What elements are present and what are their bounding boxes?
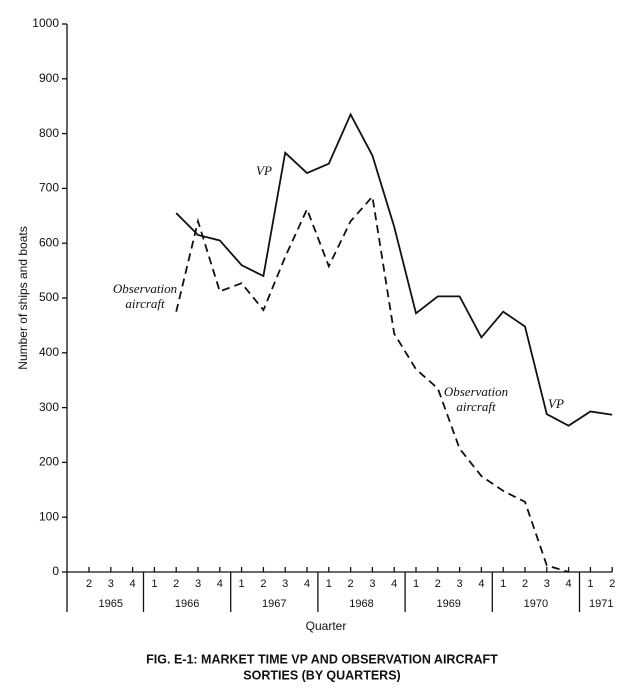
year-label: 1971 [589, 598, 613, 610]
x-tick-label: 4 [478, 578, 484, 590]
x-tick-label: 3 [195, 578, 201, 590]
y-tick-label: 400 [39, 345, 59, 359]
annotation: VP [548, 396, 564, 411]
chart-title: FIG. E-1: MARKET TIME VP AND OBSERVATION… [146, 652, 498, 666]
x-tick-label: 1 [326, 578, 332, 590]
year-label: 1970 [524, 598, 548, 610]
y-tick-label: 0 [52, 564, 59, 578]
y-tick-label: 500 [39, 290, 59, 304]
y-tick-label: 600 [39, 235, 59, 249]
y-tick-label: 200 [39, 455, 59, 469]
x-tick-label: 1 [500, 578, 506, 590]
annotation: aircraft [125, 296, 165, 311]
x-axis-label: Quarter [306, 619, 347, 633]
annotation: Observation [113, 281, 177, 296]
series-line [175, 112, 613, 427]
y-tick-label: 700 [39, 181, 59, 195]
y-tick-label: 800 [39, 126, 59, 140]
x-tick-label: 4 [566, 578, 572, 590]
annotation: VP [256, 163, 272, 178]
y-axis-label: Number of ships and boats [16, 226, 30, 369]
x-tick-label: 2 [522, 578, 528, 590]
x-tick-label: 1 [151, 578, 157, 590]
series-line [175, 194, 569, 573]
x-tick-label: 4 [304, 578, 310, 590]
x-tick-label: 2 [348, 578, 354, 590]
x-tick-label: 3 [369, 578, 375, 590]
x-tick-label: 1 [587, 578, 593, 590]
x-tick-label: 1 [413, 578, 419, 590]
x-tick-label: 3 [282, 578, 288, 590]
y-tick-label: 300 [39, 400, 59, 414]
x-tick-label: 4 [217, 578, 223, 590]
x-tick-label: 3 [108, 578, 114, 590]
annotation: aircraft [456, 399, 496, 414]
x-tick-label: 2 [260, 578, 266, 590]
year-label: 1968 [349, 598, 373, 610]
x-tick-label: 2 [86, 578, 92, 590]
x-tick-label: 4 [391, 578, 397, 590]
y-tick-label: 100 [39, 509, 59, 523]
year-label: 1969 [436, 598, 460, 610]
x-tick-label: 1 [239, 578, 245, 590]
year-label: 1965 [99, 598, 123, 610]
x-tick-label: 2 [609, 578, 615, 590]
chart-title: SORTIES (BY QUARTERS) [243, 668, 400, 682]
x-tick-label: 2 [435, 578, 441, 590]
x-tick-label: 2 [173, 578, 179, 590]
x-tick-label: 4 [130, 578, 136, 590]
x-tick-label: 3 [544, 578, 550, 590]
y-tick-label: 900 [39, 71, 59, 85]
year-label: 1967 [262, 598, 286, 610]
year-label: 1966 [175, 598, 199, 610]
x-tick-label: 3 [457, 578, 463, 590]
y-tick-label: 1000 [32, 16, 59, 30]
annotation: Observation [444, 384, 508, 399]
